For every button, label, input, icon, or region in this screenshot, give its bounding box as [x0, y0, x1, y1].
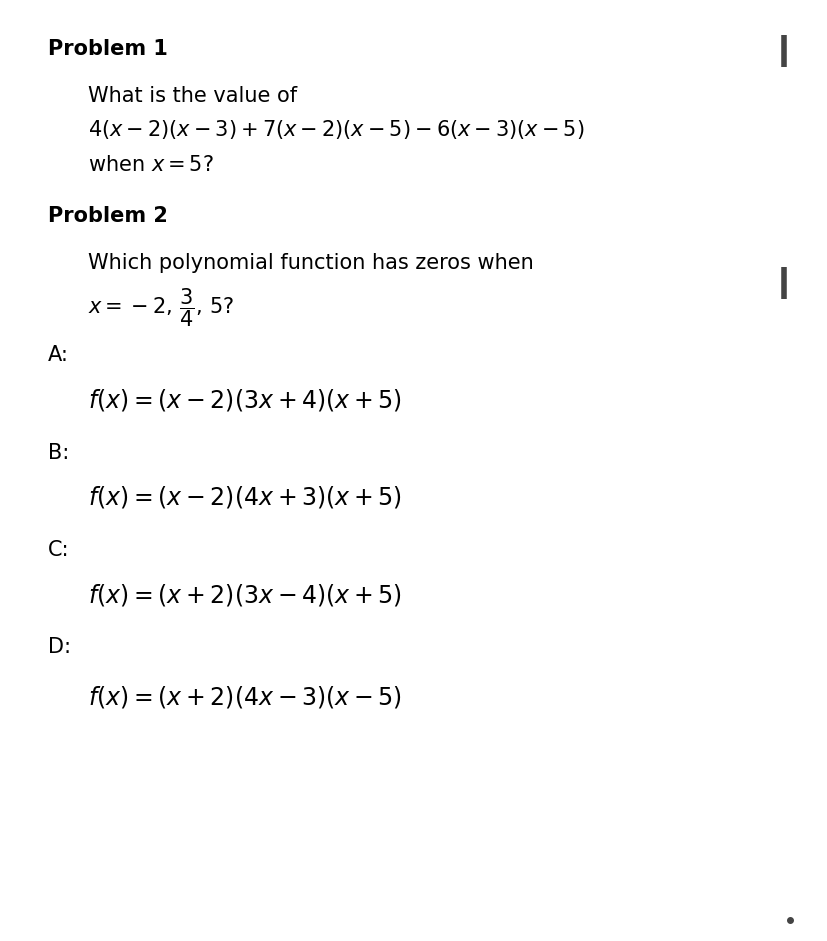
Text: What is the value of: What is the value of — [88, 86, 297, 105]
Text: Problem 1: Problem 1 — [48, 40, 167, 59]
Text: D:: D: — [48, 637, 70, 658]
Text: $4(x-2)(x-3)+7(x-2)(x-5)-6(x-3)(x-5)$: $4(x-2)(x-3)+7(x-2)(x-5)-6(x-3)(x-5)$ — [88, 119, 584, 141]
Text: Which polynomial function has zeros when: Which polynomial function has zeros when — [88, 252, 533, 273]
Text: $f(x) = (x-2)(3x+4)(x+5)$: $f(x) = (x-2)(3x+4)(x+5)$ — [88, 387, 402, 413]
Text: Problem 2: Problem 2 — [48, 206, 167, 226]
Text: C:: C: — [48, 540, 69, 560]
Text: B:: B: — [48, 442, 69, 463]
Text: $f(x) = (x+2)(3x-4)(x+5)$: $f(x) = (x+2)(3x-4)(x+5)$ — [88, 582, 402, 608]
Text: $f(x) = (x-2)(4x+3)(x+5)$: $f(x) = (x-2)(4x+3)(x+5)$ — [88, 485, 402, 510]
Text: when $x=5$?: when $x=5$? — [88, 155, 214, 175]
Text: A:: A: — [48, 345, 69, 365]
Text: $x = -2,\, \dfrac{3}{4},\, 5?$: $x = -2,\, \dfrac{3}{4},\, 5?$ — [88, 287, 235, 329]
Text: $f(x) = (x+2)(4x-3)(x-5)$: $f(x) = (x+2)(4x-3)(x-5)$ — [88, 684, 402, 710]
